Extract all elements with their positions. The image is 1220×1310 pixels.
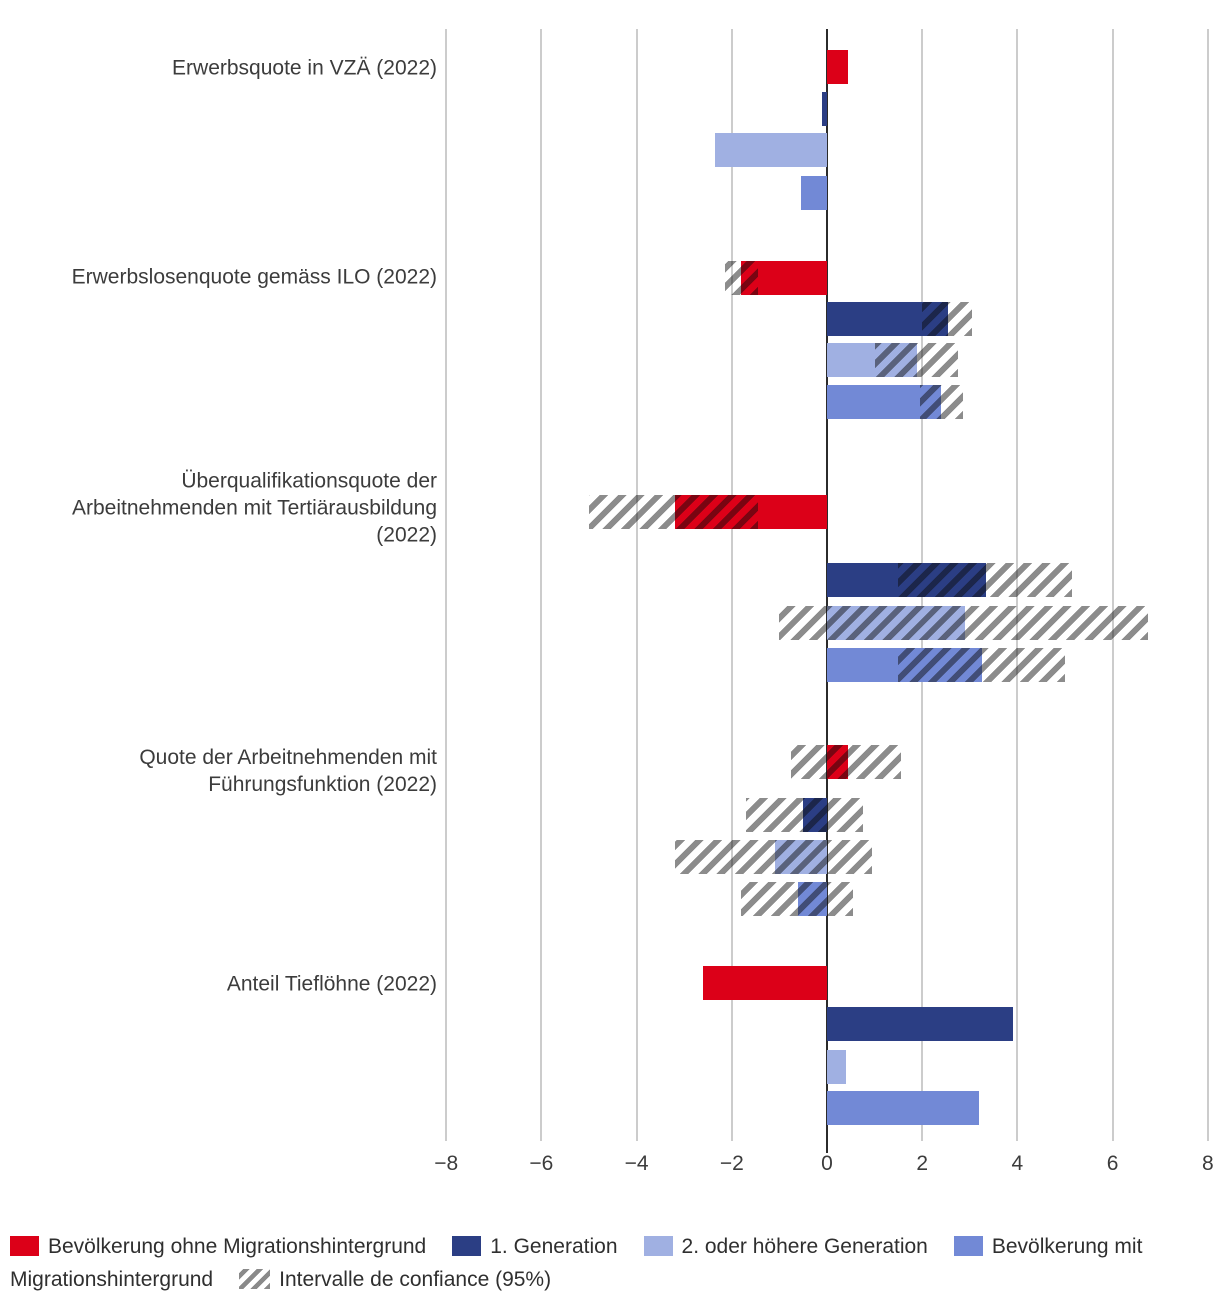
legend-label: Bevölkerung mit Migrationshintergrund	[10, 1235, 1143, 1291]
bar-mit-migrationshintergrund	[827, 385, 942, 419]
confidence-interval-hatch	[589, 495, 758, 529]
legend: Bevölkerung ohne Migrationshintergrund 1.…	[10, 1230, 1210, 1296]
confidence-interval-hatch	[898, 563, 1073, 597]
confidence-interval-hatch	[791, 745, 901, 779]
category-label: Quote der Arbeitnehmenden mit Führungsfu…	[139, 746, 437, 796]
gridline	[540, 29, 543, 1141]
confidence-interval-hatch	[898, 648, 1065, 682]
legend-item: 2. oder höhere Generation	[643, 1235, 928, 1258]
confidence-interval-hatch	[674, 840, 873, 874]
bar-mit-migrationshintergrund	[827, 648, 982, 682]
bar-ohne-migrationshintergrund	[703, 966, 827, 1000]
gridline	[1111, 29, 1114, 1141]
confidence-interval-hatch	[919, 385, 963, 419]
category-label: Anteil Tieflöhne (2022)	[226, 972, 437, 996]
legend-item: Bevölkerung ohne Migrationshintergrund	[10, 1235, 426, 1258]
category-label: Erwerbsquote in VZÄ (2022)	[172, 56, 437, 80]
legend-color-swatch-icon	[10, 1236, 39, 1256]
confidence-interval-hatch	[741, 882, 854, 916]
x-tick-label: −4	[624, 1152, 649, 1175]
x-tick-label: 6	[1106, 1152, 1119, 1175]
confidence-interval-hatch	[724, 261, 758, 295]
legend-item: 1. Generation	[452, 1235, 618, 1258]
legend-color-swatch-icon	[452, 1236, 482, 1256]
confidence-interval-hatch	[779, 606, 1149, 640]
x-tick-label: 8	[1201, 1152, 1214, 1175]
bar-generation-1	[827, 302, 949, 336]
bar-generation-2-plus	[827, 343, 918, 377]
x-tick-label: −6	[529, 1152, 554, 1175]
bar-generation-1	[822, 92, 827, 126]
bar-generation-1	[827, 563, 987, 597]
legend-label: Bevölkerung ohne Migrationshintergrund	[48, 1235, 427, 1258]
x-tick-label: 0	[821, 1152, 833, 1175]
bar-generation-2-plus	[827, 1050, 847, 1084]
legend-label: 2. oder höhere Generation	[681, 1235, 928, 1258]
gridline	[445, 29, 448, 1141]
bar-ohne-migrationshintergrund	[827, 745, 849, 779]
bar-generation-1	[827, 1007, 1013, 1041]
legend-label: 1. Generation	[490, 1235, 618, 1258]
legend-item: Intervalle de confiance (95%)	[239, 1268, 551, 1291]
x-tick-label: 2	[916, 1152, 929, 1175]
bar-ohne-migrationshintergrund	[827, 50, 849, 84]
legend-hatch-swatch-icon	[239, 1269, 271, 1289]
bar-mit-migrationshintergrund	[800, 176, 827, 210]
bar-generation-2-plus	[715, 133, 827, 167]
confidence-interval-hatch	[922, 302, 973, 336]
legend-item: Bevölkerung mit Migrationshintergrund	[10, 1235, 1142, 1291]
legend-color-swatch-icon	[643, 1236, 673, 1256]
gridline	[635, 29, 638, 1141]
bar-ohne-migrationshintergrund	[674, 495, 827, 529]
bar-ohne-migrationshintergrund	[741, 261, 827, 295]
bar-generation-2-plus	[827, 606, 966, 640]
category-label: Erwerbslosenquote gemäss ILO (2022)	[71, 265, 437, 289]
bar-mit-migrationshintergrund	[798, 882, 827, 916]
gridline	[1016, 29, 1019, 1141]
confidence-interval-hatch	[746, 798, 863, 832]
x-tick-label: 4	[1011, 1152, 1024, 1175]
category-label: Überqualifikationsquote der Arbeitnehmen…	[72, 469, 437, 547]
bar-generation-2-plus	[774, 840, 827, 874]
gridline	[730, 29, 733, 1141]
legend-color-swatch-icon	[953, 1236, 983, 1256]
x-tick-label: −8	[434, 1152, 459, 1175]
bar-mit-migrationshintergrund	[827, 1091, 980, 1125]
bar-generation-1	[803, 798, 827, 832]
legend-label: Intervalle de confiance (95%)	[279, 1268, 552, 1291]
gridline	[1206, 29, 1209, 1141]
x-tick-label: −2	[719, 1152, 744, 1175]
confidence-interval-hatch	[874, 343, 958, 377]
